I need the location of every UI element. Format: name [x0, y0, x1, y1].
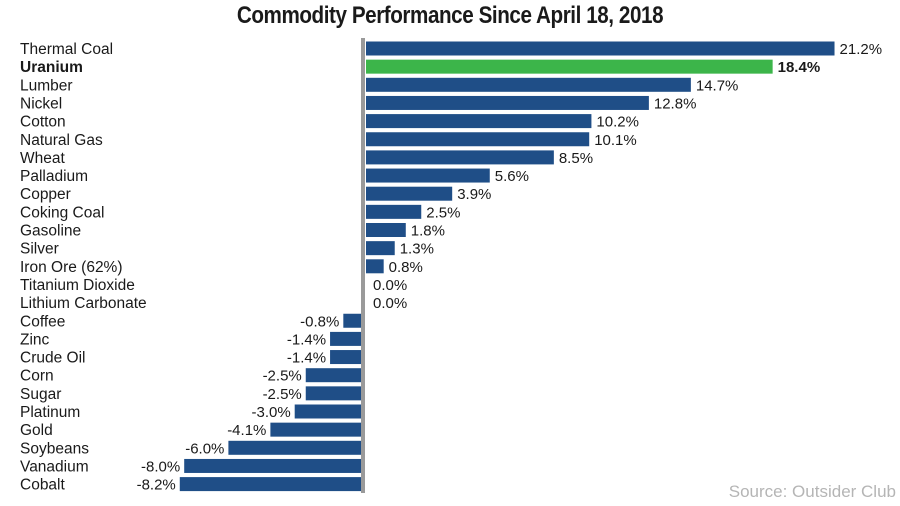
category-label: Iron Ore (62%) — [20, 259, 123, 276]
bar — [305, 386, 361, 401]
value-label: -6.0% — [185, 440, 224, 457]
category-label: Nickel — [20, 95, 62, 112]
category-label: Natural Gas — [20, 132, 103, 149]
bars-layer: Thermal Coal 21.2% Uranium 18.4% Lumber 14.7%… — [20, 41, 882, 494]
value-label: 8.5% — [559, 150, 593, 167]
category-label: Platinum — [20, 404, 80, 421]
value-label: -2.5% — [263, 386, 302, 403]
category-label: Cobalt — [20, 477, 65, 494]
value-label: -3.0% — [252, 404, 291, 421]
category-label: Copper — [20, 186, 71, 203]
category-label: Cotton — [20, 114, 66, 131]
bar — [228, 440, 361, 455]
bar — [366, 186, 453, 201]
value-label: 1.8% — [411, 223, 445, 240]
bar — [330, 331, 361, 346]
category-label: Zinc — [20, 331, 50, 348]
value-label: 2.5% — [426, 204, 460, 221]
value-label: -0.8% — [300, 313, 339, 330]
value-label: -8.2% — [137, 477, 176, 494]
bar — [366, 259, 384, 274]
value-label: 0.0% — [373, 277, 407, 294]
bar — [366, 150, 554, 165]
category-label: Palladium — [20, 168, 88, 185]
value-label: 14.7% — [696, 77, 739, 94]
category-label: Vanadium — [20, 458, 89, 475]
value-label: 21.2% — [840, 41, 883, 58]
value-label: 18.4% — [778, 59, 821, 76]
value-label: 5.6% — [495, 168, 529, 185]
bar — [366, 241, 395, 256]
bar — [366, 114, 592, 129]
category-label: Crude Oil — [20, 350, 85, 367]
bar — [343, 313, 361, 328]
category-label: Coffee — [20, 313, 65, 330]
value-label: 10.1% — [594, 132, 637, 149]
category-label: Soybeans — [20, 440, 89, 457]
bar — [366, 132, 590, 147]
bar — [270, 422, 361, 437]
value-label: 10.2% — [596, 114, 639, 131]
bar — [366, 223, 406, 237]
value-label: -2.5% — [263, 368, 302, 385]
bar — [366, 77, 691, 92]
bar — [330, 350, 361, 365]
value-label: 0.8% — [389, 259, 423, 276]
bar — [179, 477, 361, 492]
category-label: Uranium — [20, 59, 83, 76]
bar — [366, 41, 835, 56]
bar — [366, 168, 490, 183]
value-label: -8.0% — [141, 458, 180, 475]
category-label: Titanium Dioxide — [20, 277, 135, 294]
category-label: Sugar — [20, 386, 61, 403]
category-label: Thermal Coal — [20, 41, 113, 58]
bar — [366, 59, 773, 74]
value-label: -1.4% — [287, 350, 326, 367]
value-label: 0.0% — [373, 295, 407, 312]
value-label: 1.3% — [400, 241, 434, 258]
bar — [294, 404, 361, 419]
category-label: Lithium Carbonate — [20, 295, 147, 312]
category-label: Wheat — [20, 150, 65, 167]
category-label: Lumber — [20, 77, 73, 94]
category-label: Gold — [20, 422, 53, 439]
bar — [366, 204, 422, 219]
category-label: Gasoline — [20, 223, 81, 240]
category-label: Corn — [20, 368, 54, 385]
value-label: -4.1% — [227, 422, 266, 439]
value-label: 3.9% — [457, 186, 491, 203]
chart-title: Commodity Performance Since April 18, 20… — [236, 2, 664, 29]
source-note: Source: Outsider Club — [728, 482, 896, 501]
bar — [184, 458, 361, 473]
value-label: -1.4% — [287, 331, 326, 348]
category-label: Silver — [20, 241, 59, 258]
value-label: 12.8% — [654, 95, 697, 112]
bar — [305, 368, 361, 383]
bar — [366, 95, 649, 110]
category-label: Coking Coal — [20, 204, 104, 221]
